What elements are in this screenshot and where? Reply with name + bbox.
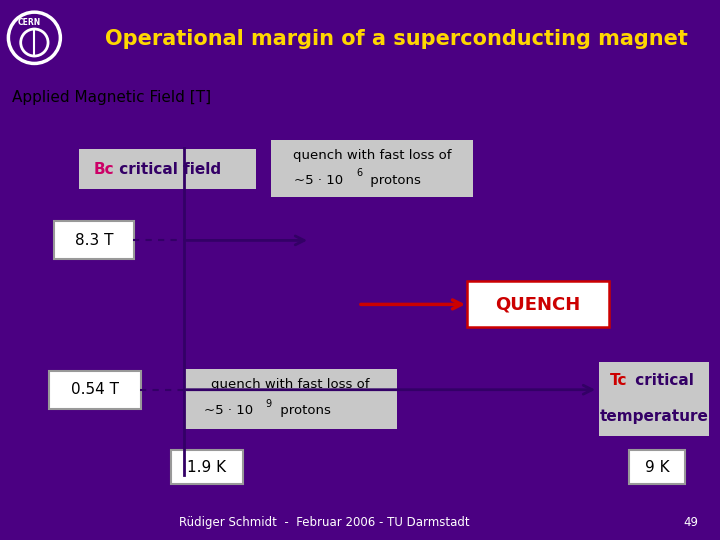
FancyBboxPatch shape	[49, 370, 141, 409]
Text: Operational margin of a superconducting magnet: Operational margin of a superconducting …	[104, 29, 688, 49]
Text: critical: critical	[630, 373, 694, 388]
FancyBboxPatch shape	[79, 150, 256, 190]
Text: Rüdiger Schmidt  -  Februar 2006 - TU Darmstadt: Rüdiger Schmidt - Februar 2006 - TU Darm…	[179, 516, 469, 529]
Text: 1.9 K: 1.9 K	[187, 460, 226, 475]
FancyBboxPatch shape	[184, 369, 397, 429]
FancyBboxPatch shape	[171, 450, 243, 484]
Text: Tc: Tc	[610, 373, 628, 388]
Text: CERN: CERN	[18, 18, 41, 27]
Text: 9: 9	[266, 399, 271, 409]
FancyBboxPatch shape	[467, 281, 609, 327]
Text: critical field: critical field	[114, 162, 221, 177]
Text: Bc: Bc	[94, 162, 114, 177]
Text: 6: 6	[356, 168, 362, 178]
FancyBboxPatch shape	[54, 221, 134, 259]
Text: quench with fast loss of: quench with fast loss of	[212, 378, 370, 391]
Text: Applied Magnetic Field [T]: Applied Magnetic Field [T]	[12, 90, 211, 105]
Text: 8.3 T: 8.3 T	[75, 233, 113, 248]
Text: protons: protons	[276, 404, 330, 417]
Text: quench with fast loss of: quench with fast loss of	[293, 149, 451, 162]
Text: ~5 · 10: ~5 · 10	[294, 174, 343, 187]
Text: ~5 · 10: ~5 · 10	[204, 404, 253, 417]
Text: temperature: temperature	[600, 409, 708, 424]
FancyBboxPatch shape	[271, 140, 473, 198]
Text: 9 K: 9 K	[644, 460, 670, 475]
Text: protons: protons	[366, 174, 421, 187]
FancyBboxPatch shape	[629, 450, 685, 484]
FancyBboxPatch shape	[599, 362, 709, 436]
Text: 49: 49	[683, 516, 698, 529]
Text: QUENCH: QUENCH	[495, 295, 580, 313]
Text: 0.54 T: 0.54 T	[71, 382, 119, 397]
